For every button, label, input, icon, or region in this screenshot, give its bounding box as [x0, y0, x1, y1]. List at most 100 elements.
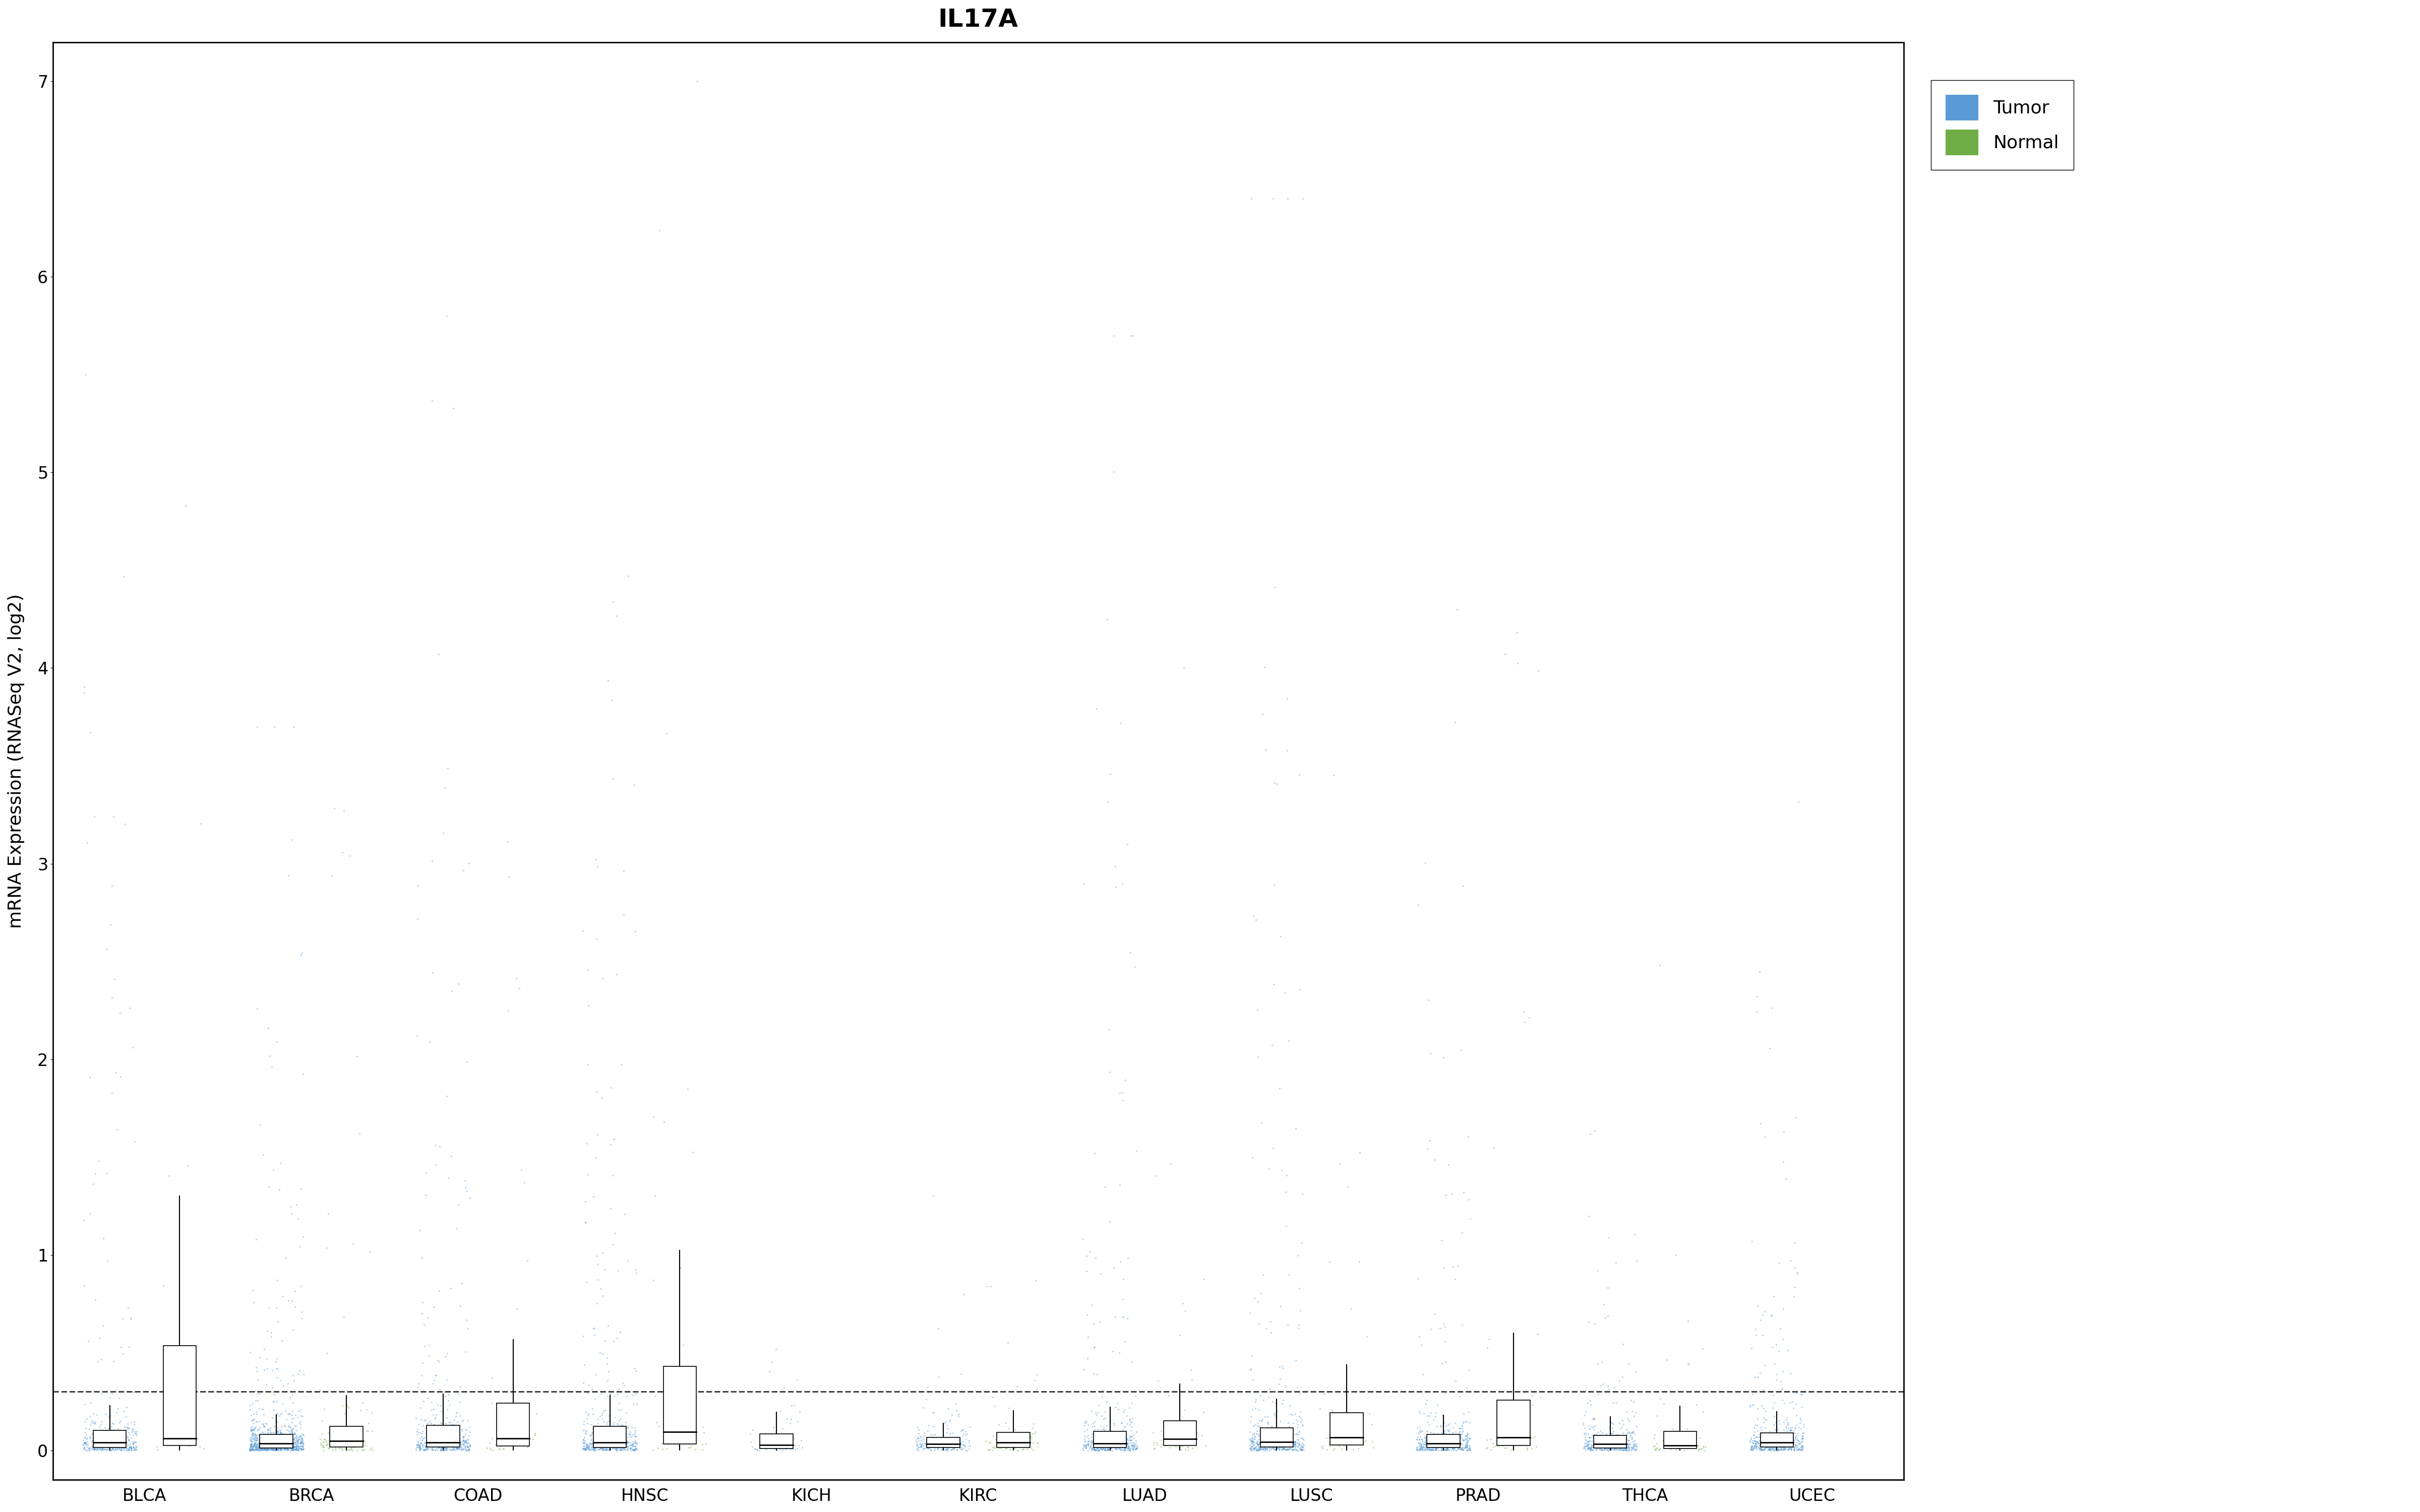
Point — [1767, 1436, 1805, 1461]
Point — [70, 1064, 109, 1089]
Point — [748, 1432, 786, 1456]
Point — [254, 1432, 293, 1456]
Point — [615, 1438, 653, 1462]
Point — [1779, 1261, 1817, 1285]
Point — [1614, 1432, 1653, 1456]
Point — [402, 1408, 440, 1432]
Point — [438, 1435, 477, 1459]
Point — [109, 1296, 148, 1320]
Point — [1578, 1433, 1617, 1458]
Point — [590, 1196, 629, 1220]
Point — [235, 1432, 273, 1456]
Point — [607, 1430, 646, 1455]
Point — [1101, 1173, 1140, 1198]
Point — [610, 1433, 649, 1458]
Point — [1101, 1436, 1140, 1461]
Point — [1600, 1438, 1638, 1462]
Point — [1740, 1424, 1779, 1448]
Point — [1237, 1388, 1275, 1412]
Point — [1251, 1426, 1290, 1450]
Point — [257, 1356, 295, 1380]
Point — [1469, 1328, 1508, 1352]
Point — [508, 1432, 547, 1456]
Point — [668, 1361, 707, 1385]
Point — [1408, 1432, 1447, 1456]
Point — [271, 1194, 310, 1219]
Point — [269, 1430, 307, 1455]
Point — [603, 1415, 641, 1439]
Point — [106, 1438, 145, 1462]
Point — [237, 1415, 276, 1439]
Point — [574, 1438, 612, 1462]
Point — [259, 1438, 298, 1462]
Point — [1283, 1435, 1321, 1459]
Point — [1087, 1427, 1125, 1452]
Point — [1411, 1429, 1450, 1453]
Point — [1280, 1299, 1319, 1323]
Point — [436, 1436, 474, 1461]
Point — [600, 1435, 639, 1459]
Point — [1421, 1438, 1459, 1462]
Point — [399, 1429, 438, 1453]
Point — [1771, 1415, 1810, 1439]
Point — [1442, 1220, 1481, 1244]
Point — [1346, 1429, 1384, 1453]
Point — [576, 1414, 615, 1438]
Point — [1249, 1412, 1287, 1436]
Point — [564, 1430, 603, 1455]
Point — [1091, 1060, 1130, 1084]
Point — [1578, 1436, 1617, 1461]
Point — [1445, 1433, 1483, 1458]
Point — [1074, 1435, 1113, 1459]
Point — [409, 1344, 448, 1368]
Point — [1764, 1427, 1803, 1452]
Point — [1762, 1436, 1800, 1461]
Point — [1084, 1438, 1123, 1462]
Point — [249, 1438, 288, 1462]
Point — [65, 1426, 104, 1450]
Point — [917, 1436, 956, 1461]
Point — [1733, 1432, 1771, 1456]
Point — [1747, 1435, 1786, 1459]
Point — [1084, 1426, 1123, 1450]
Point — [421, 1430, 460, 1455]
Point — [1065, 1427, 1104, 1452]
Point — [114, 1036, 152, 1060]
Point — [472, 1426, 511, 1450]
Point — [1776, 1380, 1815, 1405]
Point — [1246, 1433, 1285, 1458]
Point — [1399, 1427, 1437, 1452]
Point — [1774, 1423, 1813, 1447]
Point — [1116, 954, 1154, 978]
Point — [581, 1429, 620, 1453]
Point — [276, 1432, 315, 1456]
Point — [779, 1409, 818, 1433]
Point — [426, 1429, 465, 1453]
Point — [276, 1427, 315, 1452]
Point — [332, 1423, 370, 1447]
Point — [1445, 1418, 1483, 1442]
Point — [237, 996, 276, 1021]
Point — [283, 1436, 322, 1461]
Point — [1776, 1393, 1815, 1417]
Point — [1742, 1427, 1781, 1452]
Point — [1280, 1420, 1319, 1444]
Point — [1241, 1111, 1280, 1136]
Point — [237, 1228, 276, 1252]
Point — [1099, 1429, 1137, 1453]
Point — [259, 1433, 298, 1458]
Point — [77, 1436, 116, 1461]
Point — [588, 1424, 627, 1448]
Point — [1767, 1424, 1805, 1448]
Point — [1588, 1276, 1626, 1300]
Point — [1592, 1432, 1631, 1456]
Point — [278, 1427, 317, 1452]
Point — [593, 1163, 632, 1187]
Point — [1742, 1427, 1781, 1452]
Point — [87, 1161, 126, 1185]
Point — [1101, 1427, 1140, 1452]
Point — [1258, 1415, 1297, 1439]
Point — [1077, 1436, 1116, 1461]
Point — [259, 1435, 298, 1459]
Point — [1142, 1427, 1181, 1452]
